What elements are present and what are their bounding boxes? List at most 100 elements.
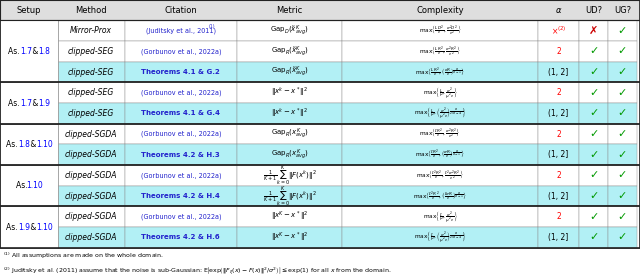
FancyBboxPatch shape <box>0 165 58 206</box>
FancyBboxPatch shape <box>579 186 608 206</box>
Text: clipped-SEG: clipped-SEG <box>68 88 115 97</box>
Text: Theorems 4.2 & H.6: Theorems 4.2 & H.6 <box>141 234 220 241</box>
FancyBboxPatch shape <box>58 82 125 103</box>
Text: ✓: ✓ <box>618 26 627 36</box>
FancyBboxPatch shape <box>58 165 125 186</box>
FancyBboxPatch shape <box>342 103 538 124</box>
Text: UD?: UD? <box>585 6 602 15</box>
Text: ✓: ✓ <box>589 67 598 77</box>
Text: ✓: ✓ <box>618 150 627 160</box>
FancyBboxPatch shape <box>125 186 237 206</box>
FancyBboxPatch shape <box>58 20 125 41</box>
FancyBboxPatch shape <box>342 186 538 206</box>
FancyBboxPatch shape <box>538 144 579 165</box>
Text: clipped-SGDA: clipped-SGDA <box>65 212 118 221</box>
FancyBboxPatch shape <box>0 20 58 82</box>
Text: Complexity: Complexity <box>416 6 464 15</box>
FancyBboxPatch shape <box>608 165 637 186</box>
Text: 2: 2 <box>556 212 561 221</box>
FancyBboxPatch shape <box>538 103 579 124</box>
FancyBboxPatch shape <box>125 20 237 41</box>
FancyBboxPatch shape <box>237 186 342 206</box>
Text: 1.9: 1.9 <box>38 99 50 108</box>
Text: $^{(1)}$ All assumptions are made on the whole domain.: $^{(1)}$ All assumptions are made on the… <box>3 251 164 261</box>
Text: (1, 2]: (1, 2] <box>548 67 568 77</box>
FancyBboxPatch shape <box>237 206 342 227</box>
Text: clipped-SGDA: clipped-SGDA <box>65 171 118 180</box>
Text: $\max\left\{\frac{\ell}{\mu}, \frac{\sigma^2}{\mu^2 \varepsilon}\right\}$: $\max\left\{\frac{\ell}{\mu}, \frac{\sig… <box>422 209 458 225</box>
Text: $^{(2)}$ Juditsky et al. (2011) assume that the noise is sub-Gaussian: $\mathrm{: $^{(2)}$ Juditsky et al. (2011) assume t… <box>3 265 392 276</box>
Text: $\mathrm{Gap}_R(\tilde{x}^K_{avg})$: $\mathrm{Gap}_R(\tilde{x}^K_{avg})$ <box>271 44 308 59</box>
Text: $\|x^K - x^*\|^2$: $\|x^K - x^*\|^2$ <box>271 231 308 244</box>
FancyBboxPatch shape <box>58 41 125 62</box>
FancyBboxPatch shape <box>342 144 538 165</box>
Text: Setup: Setup <box>17 6 41 15</box>
Text: (Gorbunov et al., 2022a): (Gorbunov et al., 2022a) <box>141 48 221 55</box>
Text: $\max\left\{\frac{LR^2}{\varepsilon}, \left(\frac{\sigma R}{\varepsilon}\right)^: $\max\left\{\frac{LR^2}{\varepsilon}, \l… <box>415 66 465 79</box>
Text: $\max\left\{\frac{\ell^2 R^2}{\varepsilon}, \left(\frac{\ell\sigma R}{\varepsilo: $\max\left\{\frac{\ell^2 R^2}{\varepsilo… <box>413 190 467 203</box>
FancyBboxPatch shape <box>125 227 237 248</box>
Text: 1.9: 1.9 <box>18 223 30 232</box>
FancyBboxPatch shape <box>538 62 579 82</box>
FancyBboxPatch shape <box>58 186 125 206</box>
Text: Theorems 4.2 & H.3: Theorems 4.2 & H.3 <box>141 152 220 158</box>
FancyBboxPatch shape <box>538 20 579 41</box>
FancyBboxPatch shape <box>608 227 637 248</box>
Text: clipped-SEG: clipped-SEG <box>68 109 115 118</box>
FancyBboxPatch shape <box>538 82 579 103</box>
Text: $\max\left\{\frac{\ell R^2}{\varepsilon}, \left(\frac{\sigma R}{\varepsilon}\rig: $\max\left\{\frac{\ell R^2}{\varepsilon}… <box>415 148 465 162</box>
FancyBboxPatch shape <box>237 103 342 124</box>
FancyBboxPatch shape <box>608 103 637 124</box>
FancyBboxPatch shape <box>579 82 608 103</box>
Text: ✓: ✓ <box>589 88 598 98</box>
FancyBboxPatch shape <box>58 206 125 227</box>
Text: Theorems 4.1 & G.2: Theorems 4.1 & G.2 <box>141 69 220 75</box>
Text: ✗: ✗ <box>589 26 598 36</box>
Text: clipped-SEG: clipped-SEG <box>68 47 115 56</box>
Text: &: & <box>28 223 39 232</box>
FancyBboxPatch shape <box>125 206 237 227</box>
Text: 2: 2 <box>556 47 561 56</box>
FancyBboxPatch shape <box>237 41 342 62</box>
Text: $\max\left\{\frac{L}{\mu}, \frac{\sigma^2}{\mu^2 \varepsilon}\right\}$: $\max\left\{\frac{L}{\mu}, \frac{\sigma^… <box>422 85 458 101</box>
Text: 1.10: 1.10 <box>27 181 44 190</box>
Text: (Gorbunov et al., 2022a): (Gorbunov et al., 2022a) <box>141 214 221 220</box>
Text: $\max\left\{\frac{\ell R^2}{\varepsilon}, \frac{\sigma^2 R^2}{\varepsilon^2}\rig: $\max\left\{\frac{\ell R^2}{\varepsilon}… <box>419 127 461 141</box>
Text: ✓: ✓ <box>618 88 627 98</box>
Text: $\times^{(2)}$: $\times^{(2)}$ <box>550 25 566 37</box>
FancyBboxPatch shape <box>608 20 637 41</box>
FancyBboxPatch shape <box>608 144 637 165</box>
Text: ✓: ✓ <box>589 232 598 242</box>
Text: 2: 2 <box>556 88 561 97</box>
Text: &: & <box>29 99 40 108</box>
FancyBboxPatch shape <box>237 62 342 82</box>
Text: (1, 2]: (1, 2] <box>548 109 568 118</box>
FancyBboxPatch shape <box>608 41 637 62</box>
FancyBboxPatch shape <box>342 41 538 62</box>
Text: $\frac{1}{K+1}\sum_{k=0}^{K}\|F(x^k)\|^2$: $\frac{1}{K+1}\sum_{k=0}^{K}\|F(x^k)\|^2… <box>262 164 317 187</box>
Text: 2: 2 <box>556 171 561 180</box>
FancyBboxPatch shape <box>579 103 608 124</box>
FancyBboxPatch shape <box>342 227 538 248</box>
FancyBboxPatch shape <box>579 144 608 165</box>
Text: ✓: ✓ <box>589 108 598 118</box>
FancyBboxPatch shape <box>538 124 579 144</box>
Text: ✓: ✓ <box>589 46 598 57</box>
Text: ✓: ✓ <box>618 212 627 222</box>
Text: $\max\left\{\frac{\ell^2 R^2}{\varepsilon}, \frac{\ell^2\sigma^2 R^2}{\varepsilo: $\max\left\{\frac{\ell^2 R^2}{\varepsilo… <box>416 168 464 183</box>
Text: ✓: ✓ <box>618 67 627 77</box>
FancyBboxPatch shape <box>237 20 342 41</box>
Text: $\max\left\{\frac{\ell}{\mu}, \left(\frac{\sigma^2}{\mu^2\varepsilon}\right)^{\f: $\max\left\{\frac{\ell}{\mu}, \left(\fra… <box>413 230 467 245</box>
Text: 1.8: 1.8 <box>19 140 30 149</box>
FancyBboxPatch shape <box>58 62 125 82</box>
FancyBboxPatch shape <box>125 82 237 103</box>
Text: ✓: ✓ <box>618 108 627 118</box>
Text: ✓: ✓ <box>589 191 598 201</box>
FancyBboxPatch shape <box>579 41 608 62</box>
FancyBboxPatch shape <box>237 144 342 165</box>
FancyBboxPatch shape <box>538 165 579 186</box>
Text: (Gorbunov et al., 2022a): (Gorbunov et al., 2022a) <box>141 172 221 179</box>
FancyBboxPatch shape <box>608 186 637 206</box>
FancyBboxPatch shape <box>579 227 608 248</box>
FancyBboxPatch shape <box>125 124 237 144</box>
